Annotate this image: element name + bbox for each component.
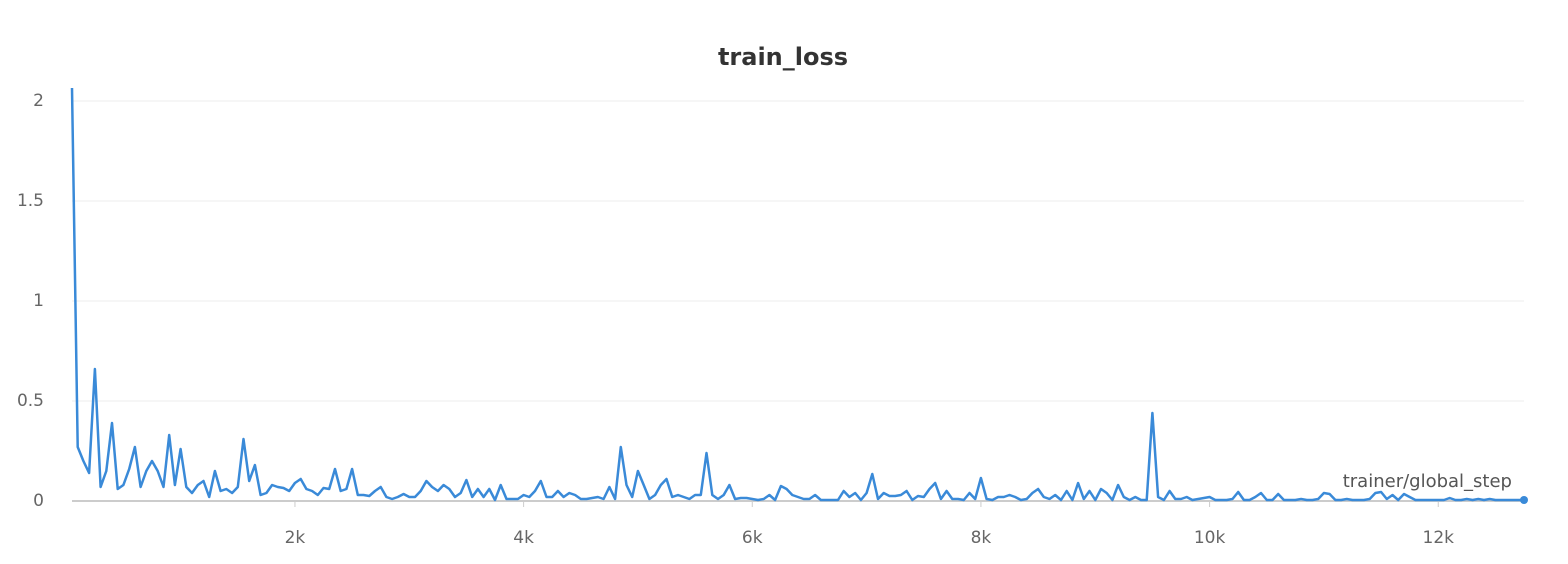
y-tick-label: 2 <box>33 91 44 111</box>
x-tick-label: 4k <box>513 528 534 548</box>
loss-line <box>70 87 1524 502</box>
y-tick-label: 0.5 <box>17 391 44 411</box>
y-tick-label: 0 <box>33 491 44 511</box>
y-tick-label: 1.5 <box>17 191 44 211</box>
x-tick-label: 6k <box>742 528 763 548</box>
x-axis-label: trainer/global_step <box>1343 471 1512 492</box>
chart-title: train_loss <box>718 43 848 71</box>
x-tick-label: 10k <box>1194 528 1226 548</box>
y-tick-label: 1 <box>33 291 44 311</box>
x-tick-label: 12k <box>1423 528 1455 548</box>
x-tick-label: 8k <box>971 528 992 548</box>
x-tick-label: 2k <box>285 528 306 548</box>
end-point <box>1520 496 1528 504</box>
